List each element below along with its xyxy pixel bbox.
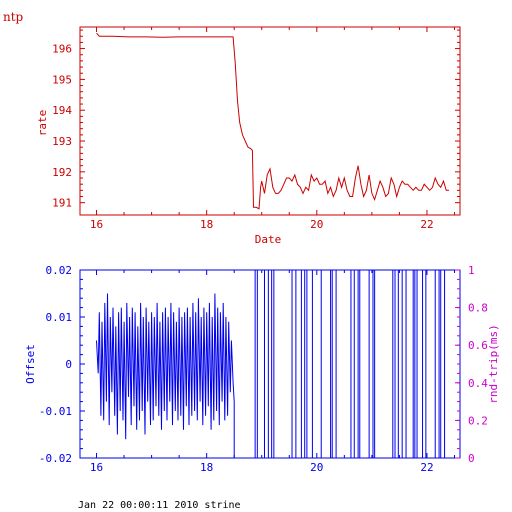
roundtrip-y-tick-label: 0.6 bbox=[468, 339, 488, 352]
rate-y-tick-label: 196 bbox=[52, 43, 72, 56]
roundtrip-y-ticks: 0 0.2 0.4 0.6 0.8 1 bbox=[455, 264, 488, 465]
rate-chart: 191 192 193 194 195 196 16 18 20 22 rate Date bbox=[36, 26, 461, 246]
offset-y-tick-label: -0.01 bbox=[39, 405, 72, 418]
rate-y-tick-label: 192 bbox=[52, 166, 72, 179]
offset-x-tick-label: 16 bbox=[90, 461, 103, 474]
offset-y-tick-label: 0.01 bbox=[46, 311, 73, 324]
roundtrip-y-tick-label: 1 bbox=[468, 264, 475, 277]
rate-y-tick-label: 193 bbox=[52, 135, 72, 148]
rate-x-tick-label: 16 bbox=[90, 218, 103, 231]
rate-x-ticks: 16 18 20 22 bbox=[90, 27, 455, 231]
roundtrip-y-tick-label: 0.4 bbox=[468, 377, 488, 390]
rate-chart-frame bbox=[79, 26, 461, 216]
corner-label: ntp bbox=[3, 10, 24, 24]
offset-y-tick-label: 0 bbox=[65, 358, 72, 371]
offset-chart: -0.02 -0.01 0 0.01 0.02 0 0.2 0.4 0.6 0.8 1 16 18 2… bbox=[24, 264, 500, 474]
offset-y-tick-label: 0.02 bbox=[46, 264, 73, 277]
rate-series-line bbox=[96, 32, 449, 210]
offset-x-tick-label: 20 bbox=[310, 461, 323, 474]
roundtrip-y-tick-label: 0 bbox=[468, 452, 475, 465]
rate-y-tick-label: 194 bbox=[52, 104, 72, 117]
rate-x-tick-label: 20 bbox=[310, 218, 323, 231]
roundtrip-y-axis-label: rnd-trip(ms) bbox=[487, 324, 500, 403]
offset-y-axis-label: Offset bbox=[24, 344, 37, 384]
offset-y-tick-label: -0.02 bbox=[39, 452, 72, 465]
roundtrip-series bbox=[254, 270, 446, 458]
offset-x-tick-label: 22 bbox=[420, 461, 433, 474]
offset-series-line bbox=[96, 293, 257, 459]
rate-x-tick-label: 22 bbox=[420, 218, 433, 231]
roundtrip-y-tick-label: 0.8 bbox=[468, 302, 488, 315]
rate-x-tick-label: 18 bbox=[200, 218, 213, 231]
rate-y-axis-label: rate bbox=[36, 110, 49, 137]
offset-y-ticks: -0.02 -0.01 0 0.01 0.02 bbox=[39, 264, 85, 465]
offset-x-tick-label: 18 bbox=[200, 461, 213, 474]
rate-x-axis-label: Date bbox=[255, 233, 282, 246]
offset-x-ticks: 16 18 20 22 bbox=[90, 270, 455, 474]
roundtrip-y-tick-label: 0.2 bbox=[468, 414, 488, 427]
rate-y-tick-label: 195 bbox=[52, 73, 72, 86]
rate-y-ticks: 191 192 193 194 195 196 bbox=[52, 29, 460, 210]
footer-timestamp: Jan 22 00:00:11 2010 strine bbox=[78, 500, 241, 511]
rate-y-tick-label: 191 bbox=[52, 197, 72, 210]
